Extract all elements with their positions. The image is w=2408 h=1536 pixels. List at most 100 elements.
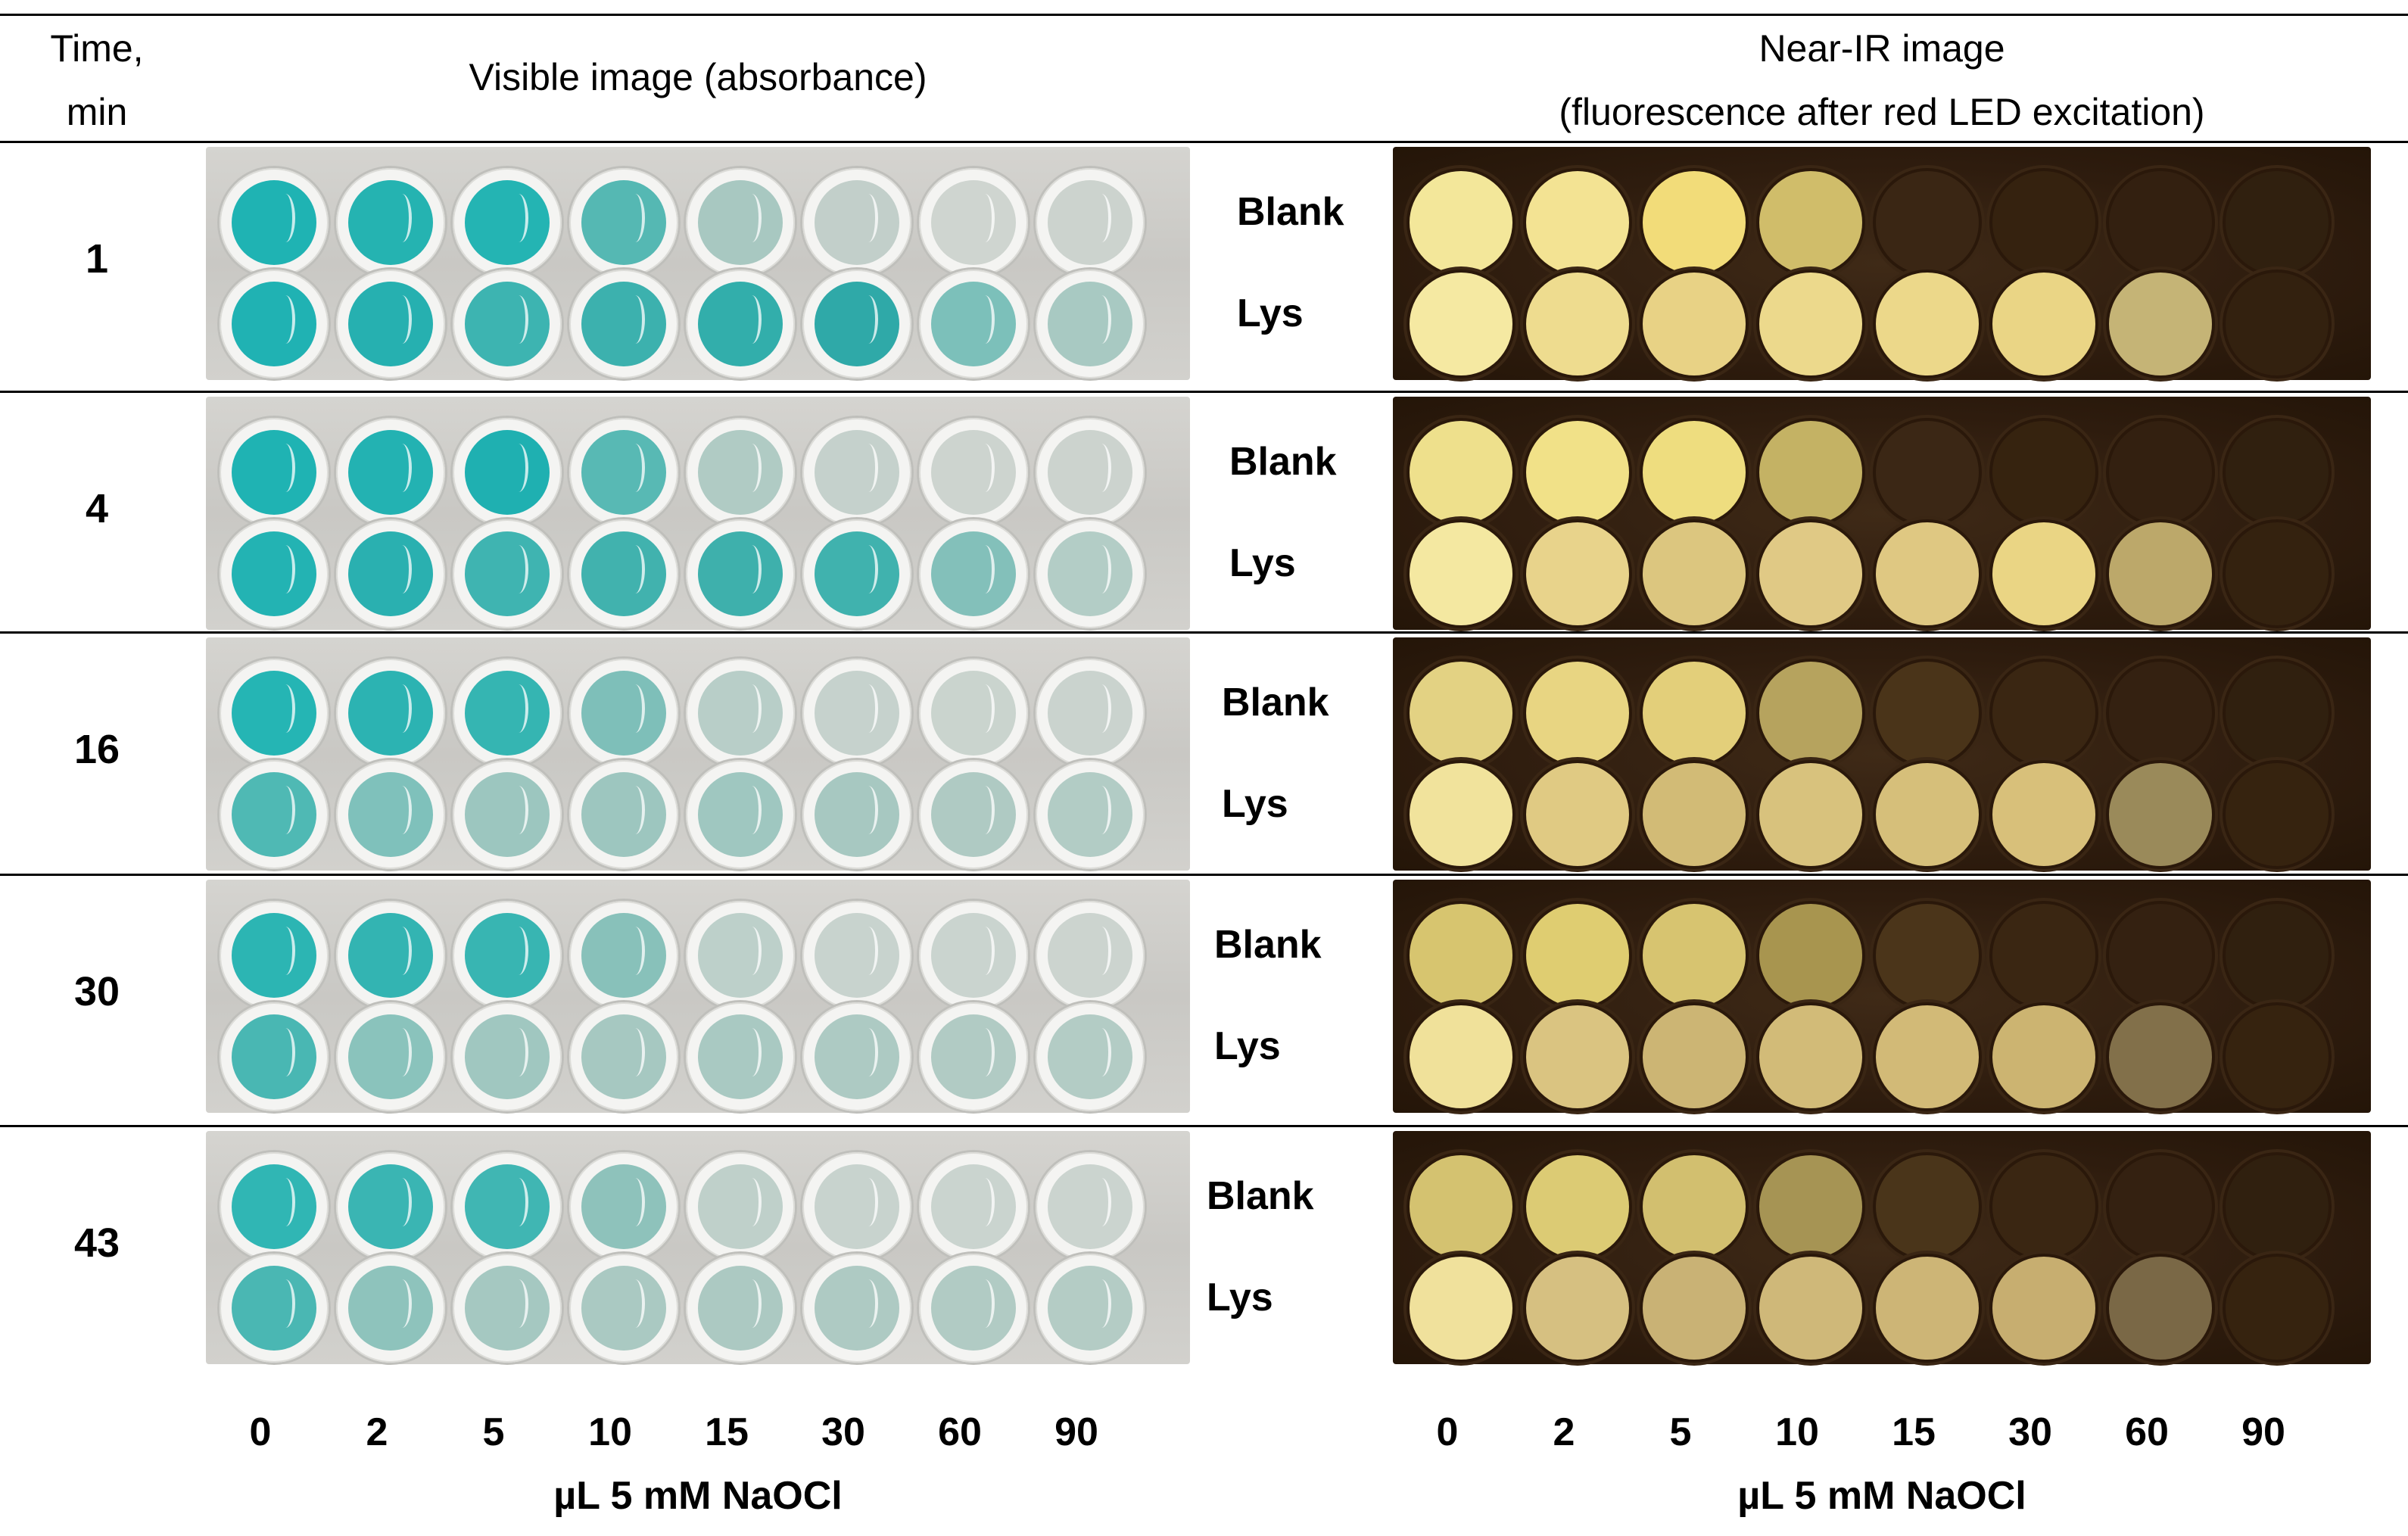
visible-well-lys — [802, 1002, 911, 1111]
well-fluorescence — [1643, 421, 1746, 524]
well-liquid — [465, 772, 550, 857]
well-liquid — [815, 671, 899, 756]
visible-well-lys — [1036, 1002, 1145, 1111]
row-label-lys: Lys — [1207, 1276, 1273, 1319]
nir-well-blank — [1873, 168, 1982, 277]
well-fluorescence — [2226, 1257, 2329, 1360]
well-fluorescence — [2109, 171, 2212, 274]
visible-well-blank — [453, 901, 562, 1010]
nir-well-lys — [1756, 760, 1865, 869]
well-reflection — [509, 1279, 528, 1328]
nir-tick-label: 15 — [1892, 1410, 1936, 1454]
well-liquid — [581, 430, 666, 515]
well-liquid — [232, 430, 316, 515]
well-fluorescence — [2109, 1257, 2212, 1360]
well-fluorescence — [1992, 904, 2095, 1007]
well-reflection — [392, 194, 412, 242]
well-reflection — [625, 684, 645, 733]
nir-well-lys — [1523, 519, 1632, 628]
header-top-rule — [0, 14, 2408, 16]
well-liquid — [465, 671, 550, 756]
well-fluorescence — [1410, 522, 1512, 625]
visible-x-axis-label: µL 5 mM NaOCl — [553, 1474, 843, 1518]
nir-well-blank — [1989, 168, 2098, 277]
well-liquid — [348, 180, 433, 265]
visible-well-lys — [569, 270, 678, 379]
visible-well-blank — [569, 168, 678, 277]
well-liquid — [348, 913, 433, 998]
well-fluorescence — [1410, 1257, 1512, 1360]
visible-well-blank — [336, 901, 445, 1010]
well-fluorescence — [1526, 904, 1629, 1007]
well-reflection — [392, 684, 412, 733]
nir-well-blank — [1640, 1152, 1749, 1261]
well-liquid — [465, 1164, 550, 1249]
nir-well-lys — [1873, 519, 1982, 628]
well-fluorescence — [2109, 522, 2212, 625]
visible-well-lys — [686, 270, 795, 379]
well-liquid — [698, 671, 783, 756]
visible-well-lys — [220, 270, 329, 379]
nir-well-blank — [2106, 418, 2215, 527]
visible-well-lys — [220, 1002, 329, 1111]
nir-well-lys — [1523, 760, 1632, 869]
well-reflection — [625, 545, 645, 594]
nir-plate-image — [1393, 397, 2371, 630]
well-reflection — [975, 927, 995, 975]
visible-well-blank — [1036, 168, 1145, 277]
well-liquid — [931, 1014, 1016, 1099]
well-fluorescence — [1643, 1005, 1746, 1108]
visible-tick-label: 90 — [1054, 1410, 1098, 1454]
nir-well-blank — [2223, 1152, 2332, 1261]
nir-title-line1: Near-IR image — [1758, 27, 2005, 70]
visible-plate-image — [206, 147, 1190, 380]
well-reflection — [276, 194, 295, 242]
well-liquid — [815, 772, 899, 857]
nir-tick-label: 10 — [1775, 1410, 1819, 1454]
nir-well-lys — [1406, 760, 1516, 869]
well-fluorescence — [1759, 904, 1862, 1007]
visible-well-lys — [1036, 1254, 1145, 1363]
nir-well-lys — [1873, 270, 1982, 379]
nir-well-lys — [1640, 270, 1749, 379]
nir-well-lys — [2106, 1002, 2215, 1111]
well-fluorescence — [1643, 662, 1746, 765]
well-fluorescence — [1410, 1005, 1512, 1108]
well-reflection — [392, 786, 412, 834]
nir-well-lys — [1989, 270, 2098, 379]
well-liquid — [931, 282, 1016, 366]
nir-well-lys — [1406, 1002, 1516, 1111]
visible-tick-label: 2 — [366, 1410, 388, 1454]
well-reflection — [392, 295, 412, 344]
well-liquid — [698, 1266, 783, 1351]
well-fluorescence — [1526, 1155, 1629, 1258]
visible-plate-image — [206, 637, 1190, 871]
nir-well-lys — [1523, 1254, 1632, 1363]
well-liquid — [931, 531, 1016, 616]
nir-well-lys — [2223, 519, 2332, 628]
well-liquid — [931, 671, 1016, 756]
visible-well-lys — [919, 270, 1028, 379]
well-liquid — [698, 180, 783, 265]
visible-well-lys — [686, 1254, 795, 1363]
well-reflection — [742, 194, 762, 242]
visible-plate-image — [206, 880, 1190, 1113]
well-liquid — [931, 180, 1016, 265]
well-liquid — [815, 282, 899, 366]
row-label-lys: Lys — [1237, 291, 1304, 335]
well-fluorescence — [1410, 662, 1512, 765]
well-liquid — [698, 913, 783, 998]
nir-plate-image — [1393, 880, 2371, 1113]
well-fluorescence — [2226, 421, 2329, 524]
well-liquid — [348, 1266, 433, 1351]
well-fluorescence — [2109, 1155, 2212, 1258]
well-fluorescence — [1526, 171, 1629, 274]
visible-well-lys — [919, 760, 1028, 869]
well-fluorescence — [1876, 1005, 1979, 1108]
visible-well-blank — [686, 168, 795, 277]
well-reflection — [975, 295, 995, 344]
nir-well-lys — [1640, 1002, 1749, 1111]
well-reflection — [509, 684, 528, 733]
well-liquid — [348, 430, 433, 515]
time-label: 4 — [85, 486, 109, 531]
